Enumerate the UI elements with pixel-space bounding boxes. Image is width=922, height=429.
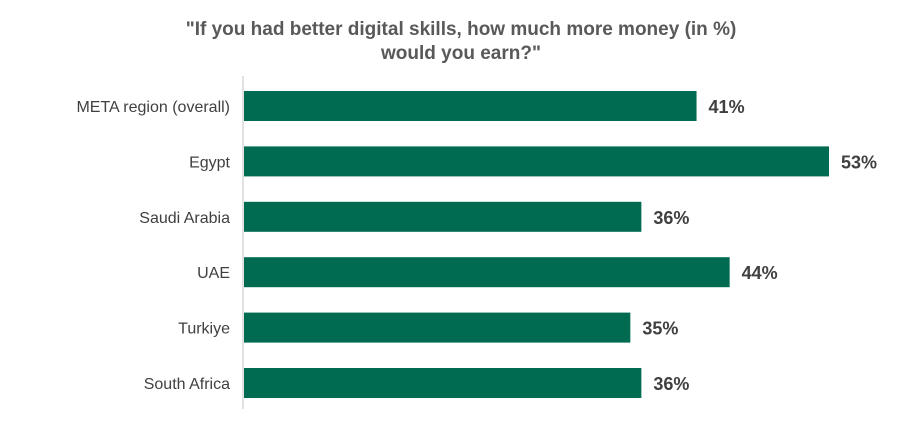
value-label-5: 36%: [653, 374, 689, 394]
bar-4: [244, 312, 631, 343]
chart-title-line-2: would you earn?": [381, 43, 541, 64]
category-label-0: META region (overall): [76, 99, 230, 116]
value-label-0: 41%: [709, 97, 745, 117]
value-label-4: 35%: [642, 319, 678, 339]
category-label-5: South Africa: [144, 376, 230, 393]
chart-title-line-1: "If you had better digital skills, how m…: [185, 19, 737, 40]
category-label-1: Egypt: [189, 154, 230, 171]
category-label-3: UAE: [197, 265, 230, 282]
value-label-2: 36%: [653, 208, 689, 228]
bar-2: [244, 201, 642, 232]
chart-title: "If you had better digital skills, how m…: [0, 18, 922, 66]
bar-3: [244, 257, 730, 288]
value-label-3: 44%: [742, 263, 778, 283]
bar-1: [244, 146, 829, 177]
bar-0: [244, 91, 697, 121]
category-label-2: Saudi Arabia: [139, 210, 230, 227]
category-label-4: Turkiye: [178, 321, 230, 338]
value-label-1: 53%: [841, 152, 877, 172]
bar-5: [244, 368, 642, 398]
